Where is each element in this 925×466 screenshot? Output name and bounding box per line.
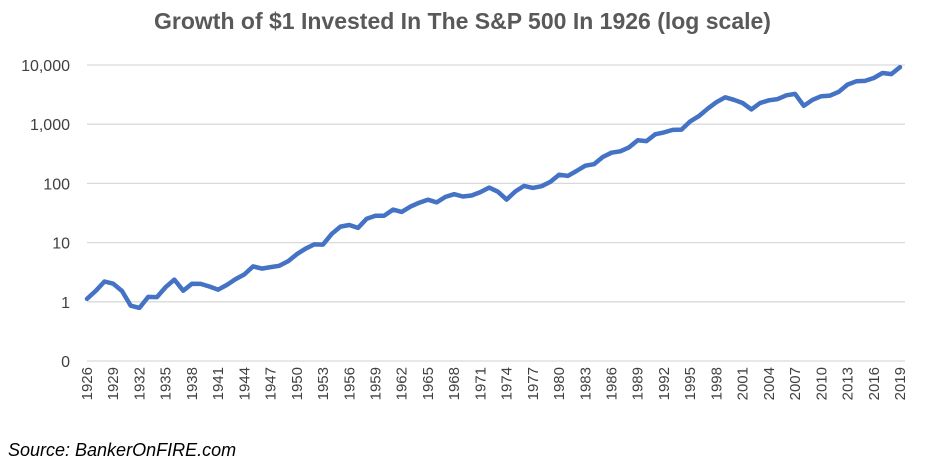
x-tick-label: 2016 [866, 367, 883, 400]
x-tick-label: 1977 [525, 367, 542, 400]
x-tick-label: 1974 [499, 367, 516, 400]
y-tick-label: 1 [61, 295, 70, 312]
x-tick-label: 1932 [131, 367, 148, 400]
x-tick-label: 1998 [708, 367, 725, 400]
x-tick-label: 1986 [604, 367, 621, 400]
x-tick-label: 2001 [735, 367, 752, 400]
x-tick-label: 1926 [79, 367, 96, 400]
x-tick-label: 2010 [813, 367, 830, 400]
x-tick-label: 1965 [420, 367, 437, 400]
y-tick-label: 0 [61, 354, 70, 371]
y-tick-label: 10,000 [21, 58, 70, 75]
x-tick-label: 1941 [210, 367, 227, 400]
x-tick-label: 2019 [892, 367, 909, 400]
x-tick-label: 1959 [367, 367, 384, 400]
chart-title: Growth of $1 Invested In The S&P 500 In … [154, 8, 771, 34]
x-tick-label: 1983 [577, 367, 594, 400]
x-tick-label: 2013 [840, 367, 857, 400]
y-tick-label: 1,000 [30, 117, 70, 134]
x-tick-label: 2004 [761, 367, 778, 400]
x-tick-label: 1992 [656, 367, 673, 400]
x-tick-label: 1962 [394, 367, 411, 400]
x-tick-label: 1980 [551, 367, 568, 400]
x-tick-label: 1935 [158, 367, 175, 400]
x-tick-label: 1929 [105, 367, 122, 400]
x-tick-label: 1971 [472, 367, 489, 400]
y-tick-label: 100 [43, 176, 70, 193]
x-tick-label: 1995 [682, 367, 699, 400]
x-tick-label: 2007 [787, 367, 804, 400]
series-line [84, 64, 903, 311]
x-tick-label: 1947 [263, 367, 280, 400]
x-tick-label: 1953 [315, 367, 332, 400]
x-tick-label: 1989 [630, 367, 647, 400]
y-tick-label: 10 [52, 236, 70, 253]
source-note: Source: BankerOnFIRE.com [8, 440, 237, 460]
x-tick-label: 1944 [236, 367, 253, 400]
x-tick-label: 1938 [184, 367, 201, 400]
x-tick-label: 1956 [341, 367, 358, 400]
x-tick-label: 1968 [446, 367, 463, 400]
x-tick-label: 1950 [289, 367, 306, 400]
